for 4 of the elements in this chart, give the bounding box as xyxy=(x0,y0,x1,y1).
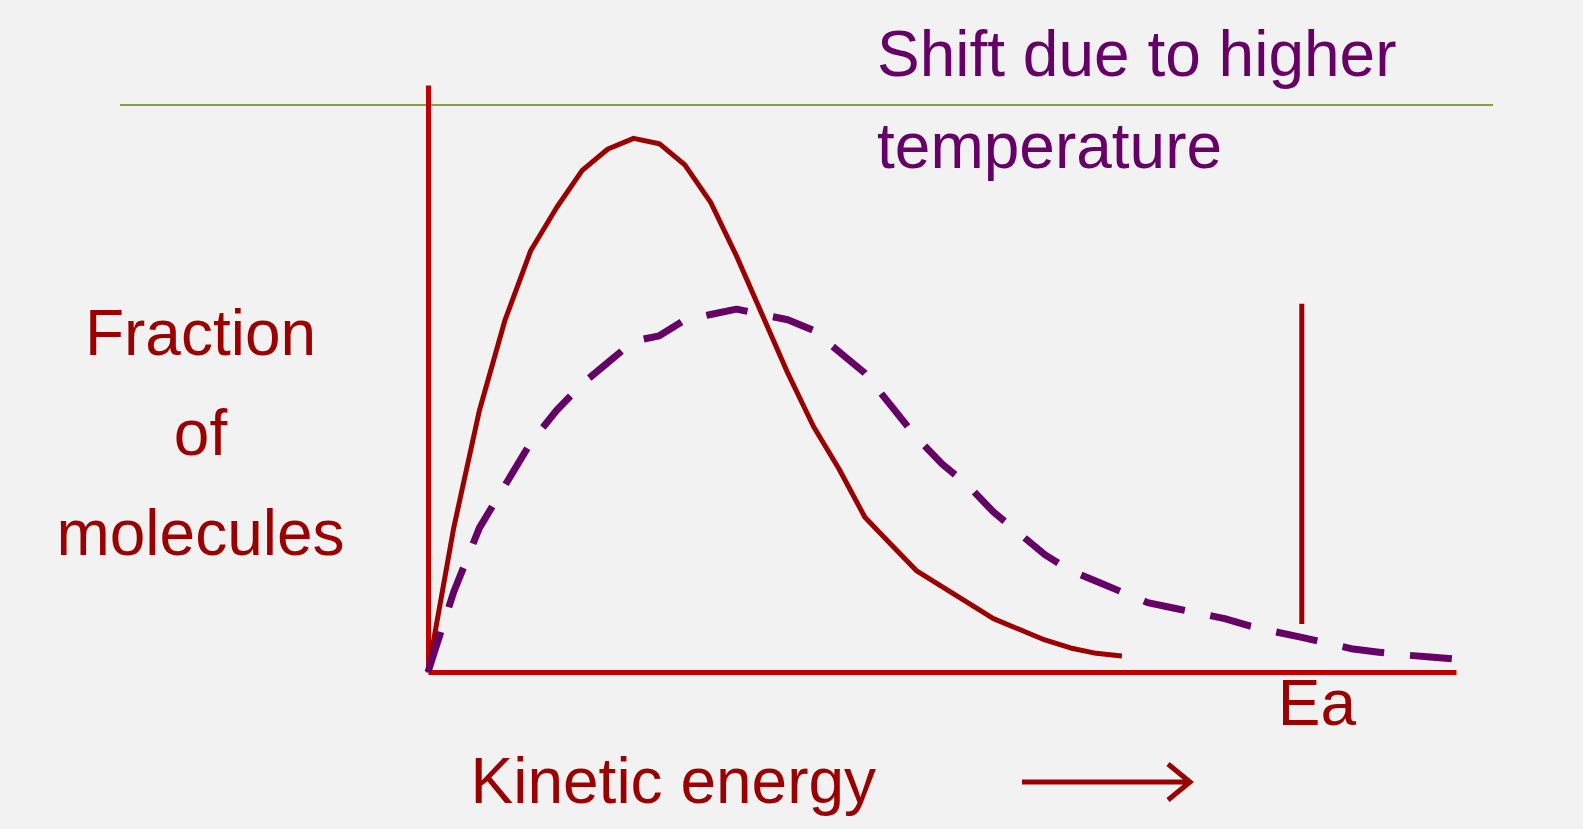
annotation: Shift due to higher temperature xyxy=(877,17,1398,184)
y-axis-title: Fraction of molecules xyxy=(56,296,345,569)
x-axis-title: Kinetic energy xyxy=(470,744,877,817)
annotation: Ea xyxy=(1277,667,1357,739)
